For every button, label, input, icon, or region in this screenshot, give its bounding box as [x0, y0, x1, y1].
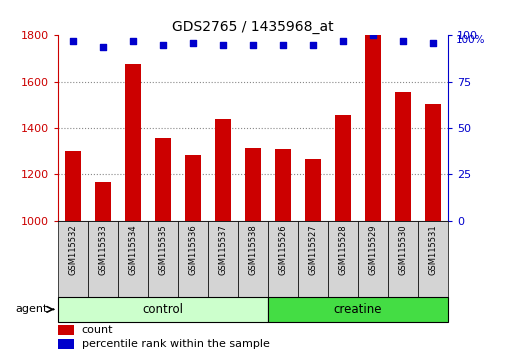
- Bar: [327, 221, 357, 297]
- Bar: [274, 149, 291, 221]
- Point: [219, 42, 227, 47]
- Text: GSM115535: GSM115535: [158, 224, 167, 275]
- Point: [398, 38, 406, 44]
- Point: [248, 42, 257, 47]
- Text: GSM115531: GSM115531: [427, 224, 436, 275]
- Bar: [148, 221, 178, 297]
- Bar: [118, 221, 148, 297]
- Bar: [364, 35, 380, 221]
- Bar: [95, 182, 111, 221]
- Text: GSM115530: GSM115530: [397, 224, 407, 275]
- Bar: [334, 115, 350, 221]
- Point: [189, 40, 197, 46]
- Bar: [214, 119, 231, 221]
- Text: GSM115526: GSM115526: [278, 224, 287, 275]
- Point: [278, 42, 286, 47]
- Text: control: control: [142, 303, 183, 316]
- Title: GDS2765 / 1435968_at: GDS2765 / 1435968_at: [172, 21, 333, 34]
- Text: GSM115533: GSM115533: [98, 224, 108, 275]
- Bar: [304, 159, 321, 221]
- Text: agent: agent: [16, 304, 48, 314]
- Point: [69, 38, 77, 44]
- Bar: [58, 221, 88, 297]
- Bar: [88, 221, 118, 297]
- Point: [428, 40, 436, 46]
- Text: GSM115537: GSM115537: [218, 224, 227, 275]
- Bar: [58, 325, 74, 335]
- Bar: [268, 297, 447, 322]
- Point: [159, 42, 167, 47]
- Text: GSM115527: GSM115527: [308, 224, 317, 275]
- Point: [129, 38, 137, 44]
- Point: [308, 42, 316, 47]
- Bar: [237, 221, 268, 297]
- Bar: [58, 297, 268, 322]
- Bar: [208, 221, 237, 297]
- Bar: [357, 221, 387, 297]
- Text: GSM115529: GSM115529: [368, 224, 377, 275]
- Point: [368, 33, 376, 38]
- Text: creatine: creatine: [333, 303, 381, 316]
- Bar: [184, 155, 201, 221]
- Text: GSM115528: GSM115528: [338, 224, 347, 275]
- Text: 100%: 100%: [454, 35, 484, 45]
- Text: count: count: [81, 325, 113, 335]
- Text: GSM115534: GSM115534: [128, 224, 137, 275]
- Bar: [244, 148, 261, 221]
- Bar: [394, 92, 410, 221]
- Bar: [58, 339, 74, 349]
- Bar: [125, 64, 141, 221]
- Bar: [155, 138, 171, 221]
- Bar: [65, 151, 81, 221]
- Text: GSM115536: GSM115536: [188, 224, 197, 275]
- Text: GSM115538: GSM115538: [248, 224, 257, 275]
- Bar: [297, 221, 327, 297]
- Bar: [268, 221, 297, 297]
- Bar: [178, 221, 208, 297]
- Point: [338, 38, 346, 44]
- Bar: [387, 221, 417, 297]
- Text: GSM115532: GSM115532: [69, 224, 78, 275]
- Bar: [417, 221, 447, 297]
- Bar: [424, 104, 440, 221]
- Point: [99, 44, 107, 49]
- Text: percentile rank within the sample: percentile rank within the sample: [81, 339, 269, 349]
